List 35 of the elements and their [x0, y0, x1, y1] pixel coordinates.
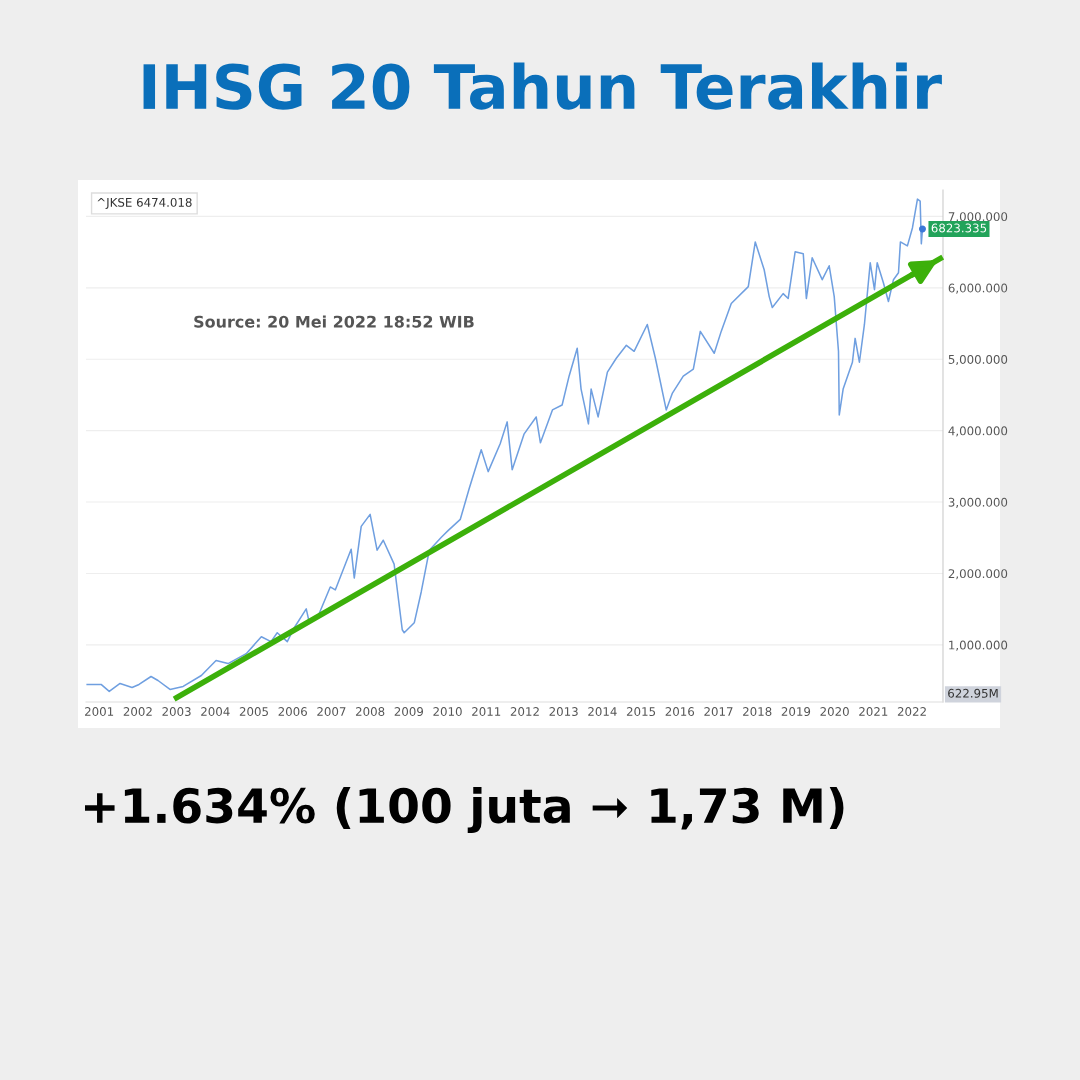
x-tick-label: 2020 [820, 707, 849, 716]
x-tick-label: 2010 [433, 707, 462, 716]
x-tick-label: 2016 [665, 707, 695, 716]
x-tick-label: 2001 [85, 707, 114, 716]
x-tick-label: 2006 [278, 707, 307, 716]
annotation: Source: 20 Mei 2022 18:52 WIB [194, 315, 474, 328]
x-tick-label: 2011 [472, 707, 501, 716]
chart-title: IHSG 20 Tahun Terakhir [143, 62, 942, 110]
y-tick-label: 2,000.000 [948, 569, 1008, 580]
x-tick-label: 2009 [394, 707, 424, 716]
annotation: ^JKSE 6474.018 [97, 197, 192, 210]
x-tick-label: 2015 [626, 707, 656, 716]
x-tick-label: 2007 [317, 707, 346, 716]
text: +1.634% (100 juta ➞ 1,73 M) [85, 786, 844, 834]
x-tick-label: 2008 [355, 707, 385, 716]
x-tick-label: 2003 [162, 707, 191, 716]
x-tick-label: 2017 [704, 707, 733, 716]
y-tick-label: 1,000.000 [949, 640, 1008, 651]
x-tick-label: 2013 [549, 707, 578, 716]
x-tick-label: 2019 [781, 707, 811, 716]
y-tick-label: 7,000.000 [948, 212, 1008, 223]
x-tick-label: 2014 [588, 707, 617, 716]
y-tick-label: 3,000.000 [948, 497, 1008, 508]
y-tick-label: 6,000.000 [948, 283, 1008, 294]
y-tick-label: 4,000.000 [948, 426, 1008, 437]
y-tick-label: 5,000.000 [948, 354, 1008, 366]
x-tick-label: 2012 [510, 707, 539, 716]
x-tick-label: 2004 [201, 707, 230, 716]
x-tick-label: 2002 [123, 707, 152, 716]
x-tick-label: 2018 [743, 707, 772, 716]
annotation: 6823.335 [931, 223, 987, 233]
x-tick-label: 2005 [239, 707, 268, 716]
x-tick-label: 2022 [897, 707, 926, 716]
x-tick-label: 2021 [859, 707, 888, 716]
text: 622.95M [948, 688, 998, 698]
